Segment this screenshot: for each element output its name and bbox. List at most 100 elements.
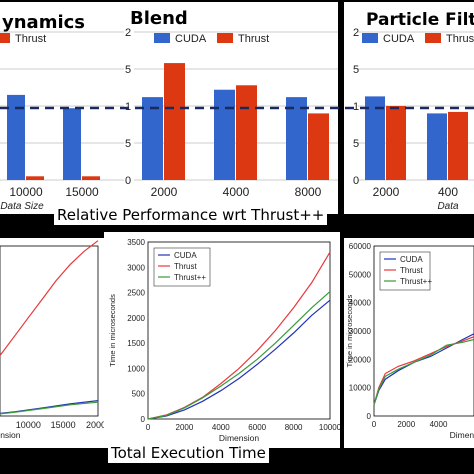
bar-chart-svg: 10000 15000 Data Size Thrust [0, 31, 124, 212]
legend-swatch [217, 33, 233, 43]
y-tick-label: 2 [125, 27, 131, 39]
series-line-thrustpp [147, 291, 331, 420]
bottom-caption: Total Execution Time [108, 443, 269, 463]
legend-label: CUDA [383, 33, 415, 45]
legend-label: Thrust++ [400, 277, 432, 286]
y-tick-label: 5 [353, 64, 359, 76]
x-tick-label: 400 [438, 185, 458, 199]
x-tick-label: 2000 [86, 420, 104, 430]
y-tick-label: 5 [125, 64, 131, 76]
legend-box [153, 247, 211, 287]
x-tick-label: 4000 [223, 185, 250, 199]
y-tick-label: 5 [125, 138, 131, 150]
x-tick-label: 8000 [295, 185, 322, 199]
bar-panel-dynamics: ynamics 10000 15000 Data Size Thrust [0, 2, 124, 214]
legend-label: CUDA [174, 251, 197, 260]
x-tick-label: 8000 [285, 423, 303, 432]
bar-cuda [63, 108, 81, 180]
series-line-thrustpp [0, 401, 99, 415]
legend-label: Thrust [15, 33, 46, 45]
top-caption: Relative Performance wrt Thrust++ [54, 205, 328, 225]
y-tick-label: 1000 [127, 364, 145, 373]
bar-thrust [164, 63, 185, 180]
bar-cuda [214, 89, 235, 180]
bar-cuda [286, 97, 307, 180]
y-tick-label: 30000 [349, 327, 372, 336]
y-tick-label: 2500 [127, 289, 145, 298]
legend-label: Thrust [446, 33, 474, 45]
x-tick-label: 4000 [430, 420, 448, 429]
bar-panel-blend: Blend 0 5 1 5 2 2000 4000 8000 CUDA Thrust [124, 2, 338, 214]
legend-swatch [362, 33, 378, 43]
bar-thrust [82, 176, 100, 180]
line-chart-svg: 0 10000 20000 30000 40000 50000 60000 0 2000 4000… [345, 242, 474, 440]
y-axis-label: Time in microseconds [345, 294, 354, 367]
y-tick-label: 10000 [349, 384, 372, 393]
bar-cuda [427, 113, 447, 180]
bar-thrust [448, 111, 468, 180]
legend-swatch [0, 33, 10, 43]
x-axis-label: Dimension [219, 433, 259, 443]
bar-thrust [308, 113, 329, 180]
line-panel-middle: 0 500 1000 1500 2000 2500 3000 3500 0 2000 4000 600… [104, 232, 340, 448]
bar-cuda [7, 94, 25, 180]
bar-thrust [236, 85, 257, 180]
bar-panel-particle: Particle Filter 0 5 1 5 2 2000 400 Data CUDA Thru… [344, 2, 474, 214]
bar-cuda [142, 97, 163, 180]
legend-label: Thrust [174, 262, 197, 271]
line-chart-svg: 0 500 1000 1500 2000 2500 3000 3500 0 2000 4000 600… [108, 238, 340, 443]
y-tick-label: 40000 [349, 299, 372, 308]
x-tick-label: 2000 [397, 420, 415, 429]
y-tick-label: 50000 [349, 270, 372, 279]
y-tick-label: 1 [353, 101, 359, 113]
chart-title: Particle Filter [366, 10, 474, 30]
x-tick-label: 10000 [319, 423, 340, 432]
x-tick-label: 2000 [373, 185, 400, 199]
x-axis-label: ension [0, 430, 21, 440]
bar-thrust [26, 176, 44, 180]
x-tick-label: 6000 [248, 423, 266, 432]
legend-swatch [154, 33, 170, 43]
series-line-thrust [373, 336, 474, 405]
axes-frame [373, 245, 474, 417]
legend-label: Thrust [238, 33, 269, 45]
y-tick-label: 0 [125, 175, 131, 187]
line-panel-left: 10000 15000 2000 ension [0, 238, 104, 448]
line-chart-svg: 10000 15000 2000 ension [0, 240, 104, 440]
line-panel-right: 0 10000 20000 30000 40000 50000 60000 0 2000 4000… [344, 238, 474, 448]
y-tick-label: 3000 [127, 263, 145, 272]
y-axis-label: Time in microseconds [108, 294, 117, 367]
x-axis-label: Dimens [450, 430, 474, 440]
y-tick-label: 0 [353, 175, 359, 187]
x-axis-label: Data Size [0, 201, 44, 212]
x-tick-label: 4000 [212, 423, 230, 432]
y-tick-label: 1500 [127, 339, 145, 348]
x-tick-label: 10000 [9, 185, 43, 199]
y-tick-label: 500 [132, 390, 146, 399]
legend-label: Thrust++ [174, 273, 206, 282]
legend-label: CUDA [175, 33, 207, 45]
x-tick-label: 0 [146, 423, 151, 432]
y-tick-label: 0 [141, 415, 146, 424]
bar-chart-svg: 0 5 1 5 2 2000 400 Data CUDA Thrust [353, 27, 474, 212]
bar-chart-svg: 0 5 1 5 2 2000 4000 8000 CUDA Thrust [125, 27, 338, 199]
series-line-thrust [0, 240, 99, 357]
y-tick-label: 0 [367, 412, 372, 421]
x-tick-label: 0 [372, 420, 377, 429]
series-line-cuda [147, 299, 331, 420]
y-tick-label: 2 [353, 27, 359, 39]
x-axis-label: Data [437, 201, 459, 212]
chart-title: ynamics [2, 12, 86, 33]
bar-thrust [386, 106, 406, 180]
legend-label: CUDA [400, 255, 423, 264]
series-line-thrustpp [373, 338, 474, 405]
y-tick-label: 5 [353, 138, 359, 150]
y-tick-label: 2000 [127, 314, 145, 323]
x-tick-label: 15000 [51, 420, 76, 430]
x-tick-label: 15000 [65, 185, 99, 199]
legend-label: Thrust [400, 266, 423, 275]
legend-box [379, 251, 431, 291]
y-tick-label: 60000 [349, 242, 372, 251]
series-line-cuda [373, 333, 474, 405]
x-tick-label: 2000 [176, 423, 194, 432]
